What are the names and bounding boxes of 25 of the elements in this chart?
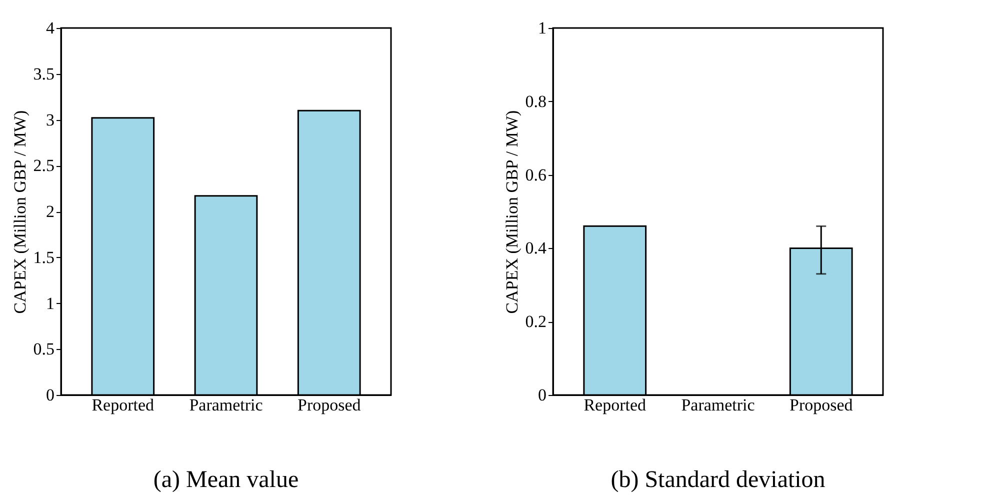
x-tick-label: Parametric (189, 396, 264, 414)
y-axis-title: CAPEX (Million GBP / MW) (502, 110, 522, 314)
y-tick-label: 1.5 (33, 248, 54, 267)
y-tick-label: 3.5 (33, 64, 54, 84)
y-tick-label: 2.5 (33, 156, 54, 176)
y-axis-title: CAPEX (Million GBP / MW) (10, 110, 30, 314)
y-tick-label: 0 (46, 386, 54, 404)
y-tick-label: 0.8 (525, 92, 546, 111)
x-tick-label: Proposed (297, 396, 362, 414)
x-tick-label: Proposed (789, 396, 854, 414)
text: (a) Mean value (153, 467, 299, 493)
y-tick-label: 0.5 (33, 340, 54, 359)
y-tick-label: 2 (46, 202, 54, 221)
x-tick-label: Reported (92, 396, 155, 414)
y-tick-label: 1 (46, 294, 54, 313)
y-tick-label: 0.6 (525, 165, 546, 184)
y-tick-label: 0.2 (525, 312, 546, 332)
text: (b) Standard deviation (610, 467, 826, 493)
y-tick-label: 4 (46, 18, 55, 38)
y-tick-label: 3 (46, 110, 54, 130)
x-tick-label: Reported (584, 396, 647, 414)
x-tick-label: Parametric (681, 396, 756, 414)
y-tick-label: 1 (538, 18, 546, 38)
y-tick-label: 0 (538, 386, 546, 404)
y-tick-label: 0.4 (525, 238, 547, 258)
